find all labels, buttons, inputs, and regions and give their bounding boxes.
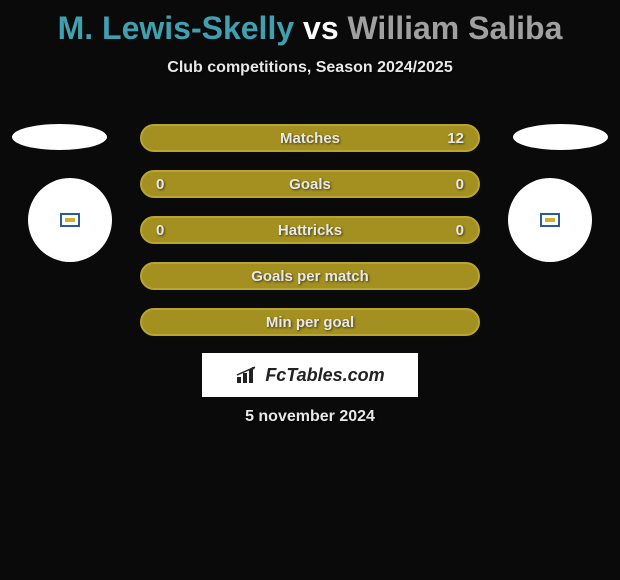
stats-container: Matches120Goals00Hattricks0Goals per mat… <box>140 124 480 354</box>
stat-label: Goals <box>142 176 478 193</box>
stat-row: Min per goal <box>140 308 480 336</box>
club-badge-icon <box>60 213 80 227</box>
player2-flag <box>513 124 608 150</box>
vs-label: vs <box>303 10 339 46</box>
comparison-title: M. Lewis-Skelly vs William Saliba <box>0 0 620 51</box>
stat-value-right: 0 <box>456 176 464 193</box>
source-logo: FcTables.com <box>202 353 418 397</box>
stat-label: Hattricks <box>142 222 478 239</box>
player1-name: M. Lewis-Skelly <box>58 10 295 46</box>
stat-value-right: 0 <box>456 222 464 239</box>
player1-flag <box>12 124 107 150</box>
stat-row: Goals per match <box>140 262 480 290</box>
stat-row: 0Hattricks0 <box>140 216 480 244</box>
stat-value-right: 12 <box>447 130 464 147</box>
chart-icon <box>235 365 261 385</box>
stat-value-left: 0 <box>156 222 164 239</box>
logo-text: FcTables.com <box>265 365 384 386</box>
stat-label: Matches <box>142 130 478 147</box>
stat-value-left: 0 <box>156 176 164 193</box>
stat-row: Matches12 <box>140 124 480 152</box>
date-label: 5 november 2024 <box>0 408 620 426</box>
stat-label: Min per goal <box>142 314 478 331</box>
club-badge-icon <box>540 213 560 227</box>
player1-club-badge <box>28 178 112 262</box>
player2-name: William Saliba <box>348 10 563 46</box>
stat-label: Goals per match <box>142 268 478 285</box>
subtitle: Club competitions, Season 2024/2025 <box>0 59 620 77</box>
player2-club-badge <box>508 178 592 262</box>
stat-row: 0Goals0 <box>140 170 480 198</box>
